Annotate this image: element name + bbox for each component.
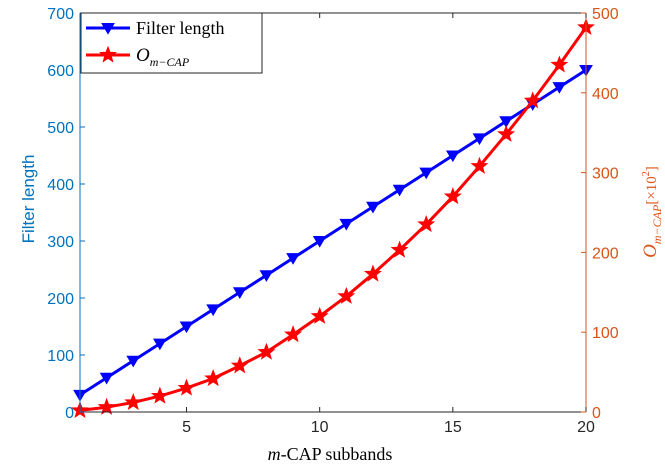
data-point-triangle — [206, 304, 221, 317]
data-point-star — [363, 264, 382, 282]
data-point-triangle — [259, 270, 274, 282]
y-left-tick-label: 400 — [47, 177, 74, 194]
y-right-tick-label: 400 — [592, 86, 619, 103]
data-point-star — [124, 392, 143, 411]
y-right-tick-label: 500 — [592, 6, 619, 23]
x-axis-label-rest: -CAP subbands — [281, 444, 393, 464]
data-point-triangle — [339, 218, 354, 231]
legend-label-filter-length: Filter length — [136, 18, 225, 38]
y-axis-left-label: Filter length — [19, 155, 38, 244]
x-tick-label: 10 — [311, 419, 329, 436]
data-point-triangle — [392, 184, 407, 197]
data-point-triangle — [472, 133, 487, 146]
data-point-star — [177, 378, 196, 396]
y-axis-right-label-main: O — [640, 244, 661, 258]
data-point-star — [337, 286, 356, 304]
y-axis-right-label-unit-open: [×10 — [644, 176, 660, 204]
x-tick-label: 5 — [182, 419, 191, 436]
y-axis-right-label-sub: m−CAP — [650, 204, 664, 244]
data-point-star — [97, 397, 116, 415]
data-point-star — [550, 55, 569, 73]
legend-marker-star — [99, 45, 117, 63]
y-right-tick-label: 100 — [592, 325, 619, 342]
data-point-star — [257, 342, 276, 360]
data-point-triangle — [232, 287, 247, 299]
data-point-triangle — [419, 167, 434, 180]
y-left-tick-label: 500 — [47, 120, 74, 137]
legend-label-complexity-sub: m−CAP — [150, 55, 190, 69]
data-point-star — [417, 215, 436, 233]
data-point-star — [284, 325, 303, 343]
x-axis-label: m-CAP subbands — [268, 444, 393, 464]
y-left-tick-label: 600 — [47, 63, 74, 80]
legend-label-complexity-main: O — [136, 45, 150, 66]
data-point-star — [443, 187, 462, 205]
y-axis-right-label-unit-exp: 2 — [641, 171, 652, 176]
data-point-triangle — [179, 321, 194, 334]
data-point-triangle — [286, 253, 300, 265]
x-tick-label: 15 — [444, 419, 462, 436]
legend-label-complexity: Om−CAP — [136, 45, 190, 69]
x-tick-label: 20 — [577, 419, 595, 436]
y-left-tick-label: 0 — [65, 405, 74, 422]
y-axis-right-label: Om−CAP[×102] — [640, 166, 664, 258]
y-left-tick-label: 300 — [47, 234, 74, 251]
plot-area: 5 10 15 20010020030040050060070001002003004… — [47, 6, 619, 436]
y-right-tick-label: 200 — [592, 245, 619, 262]
data-point-star — [230, 356, 249, 374]
data-point-star — [390, 240, 409, 258]
data-point-star — [310, 306, 329, 324]
y-left-tick-label: 100 — [47, 348, 74, 365]
data-point-star — [523, 91, 542, 109]
legend: Filter length Om−CAP — [80, 12, 263, 74]
data-point-triangle — [153, 338, 167, 351]
x-axis-label-italic: m — [268, 444, 281, 464]
data-point-star — [150, 386, 169, 404]
y-left-tick-label: 700 — [47, 6, 74, 23]
data-point-star — [497, 124, 516, 142]
data-point-triangle — [445, 150, 460, 163]
data-point-triangle — [99, 372, 114, 385]
data-point-star — [470, 156, 489, 174]
data-point-triangle — [126, 355, 141, 368]
y-right-tick-label: 300 — [592, 166, 619, 183]
y-left-tick-label: 200 — [47, 291, 74, 308]
y-axis-right-label-unit-close: ] — [644, 166, 660, 171]
y-right-tick-label: 0 — [592, 405, 601, 422]
data-point-triangle — [499, 116, 513, 128]
data-point-star — [204, 369, 223, 387]
data-point-triangle — [366, 201, 380, 214]
legend-marker-triangle-down — [101, 23, 115, 35]
data-point-triangle — [552, 82, 567, 94]
data-point-triangle — [312, 236, 327, 248]
